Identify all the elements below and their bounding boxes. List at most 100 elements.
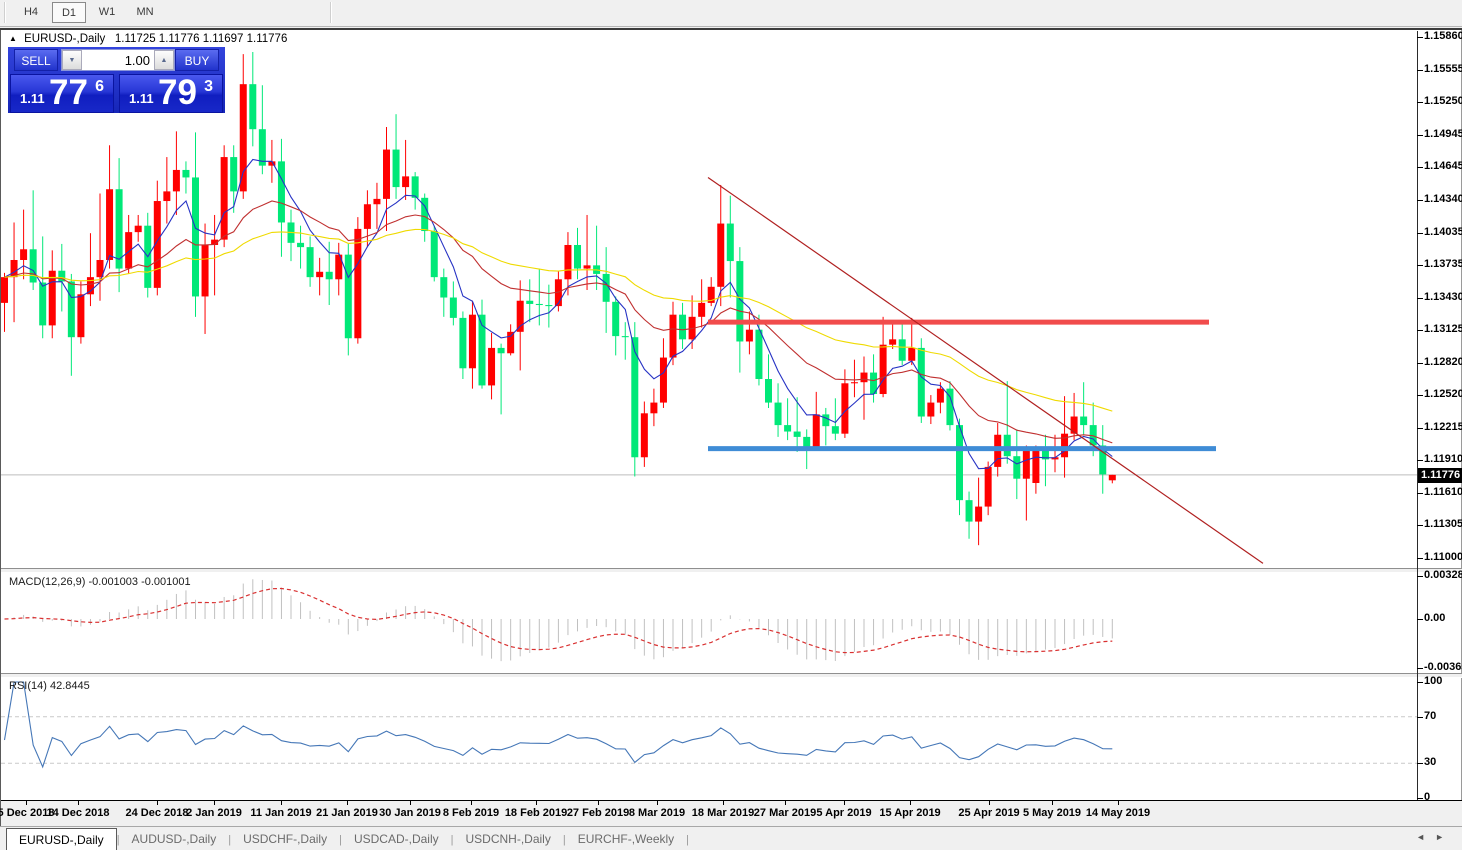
tab-separator: | xyxy=(450,833,454,846)
sell-price-pips: 77 xyxy=(49,73,88,112)
date-label: 18 Mar 2019 xyxy=(691,807,755,819)
macd-histogram xyxy=(13,579,1113,662)
macd-0.00-tick xyxy=(1417,619,1423,620)
price-1.15555-tick xyxy=(1417,70,1423,71)
collapse-panel-icon[interactable]: ▲ xyxy=(9,34,17,43)
date-tick xyxy=(844,801,845,805)
macd-0.00-label: 0.00 xyxy=(1424,612,1446,624)
date-tick xyxy=(281,801,282,805)
tab-scroll-left-icon[interactable]: ◄ xyxy=(1416,832,1436,842)
tab-separator: | xyxy=(339,833,342,846)
chart-tab-usdcad[interactable]: USDCAD-,Daily xyxy=(353,832,439,846)
price-1.14035-label: 1.14035 xyxy=(1424,226,1462,238)
macd-label: MACD(12,26,9) -0.001003 -0.001001 xyxy=(9,576,191,588)
toolbar-separator xyxy=(330,2,332,23)
price-1.15250-label: 1.15250 xyxy=(1424,95,1462,107)
date-label: 24 Dec 2018 xyxy=(125,807,189,819)
timeframe-button-d1[interactable]: D1 xyxy=(52,2,86,23)
price-1.11000-tick xyxy=(1417,558,1423,559)
rsi-0-tick xyxy=(1417,798,1423,799)
date-label: 8 Feb 2019 xyxy=(442,807,500,819)
date-label: 30 Jan 2019 xyxy=(379,807,441,819)
chart-tab-usdchf[interactable]: USDCHF-,Daily xyxy=(243,832,328,846)
descending-trendline[interactable] xyxy=(707,176,1264,564)
date-label: 14 Dec 2018 xyxy=(46,807,110,819)
macd--0.003659-tick xyxy=(1417,668,1423,669)
date-label: 5 Dec 2018 xyxy=(0,807,55,819)
rsi-70-tick xyxy=(1417,717,1423,718)
date-tick xyxy=(471,801,472,805)
buy-price-button[interactable]: 1.11 79 3 xyxy=(119,73,223,113)
timeframe-button-w1[interactable]: W1 xyxy=(98,6,116,18)
price-1.12820-label: 1.12820 xyxy=(1424,356,1462,368)
buy-button[interactable]: BUY xyxy=(175,49,219,71)
chart-tab-usdcnh[interactable]: USDCNH-,Daily xyxy=(465,832,551,846)
macd-0.003287-label: 0.003287 xyxy=(1424,569,1462,581)
rsi-70-label: 70 xyxy=(1424,710,1437,722)
tab-scroll-right-icon[interactable]: ► xyxy=(1435,832,1454,842)
tab-separator: | xyxy=(562,833,566,846)
price-1.11910-label: 1.11910 xyxy=(1424,453,1462,465)
chart-tab-eurusd[interactable]: EURUSD-,Daily xyxy=(6,828,117,850)
pane-separator[interactable] xyxy=(1,568,1462,573)
price-1.15860-tick xyxy=(1417,37,1423,38)
date-tick xyxy=(536,801,537,805)
price-1.14340-tick xyxy=(1417,200,1423,201)
volume-input[interactable] xyxy=(83,50,154,70)
date-tick xyxy=(26,801,27,805)
price-1.15860-label: 1.15860 xyxy=(1424,30,1462,42)
candles-group xyxy=(1,52,1116,546)
rsi-0-label: 0 xyxy=(1424,791,1431,803)
date-tick xyxy=(785,801,786,805)
price-1.13125-tick xyxy=(1417,330,1423,331)
sell-price-button[interactable]: 1.11 77 6 xyxy=(10,73,114,113)
price-1.14645-label: 1.14645 xyxy=(1424,160,1462,172)
timeframe-button-mn[interactable]: MN xyxy=(136,6,154,18)
price-1.13125-label: 1.13125 xyxy=(1424,323,1462,335)
macd-main-value: -0.001003 xyxy=(88,576,139,588)
date-tick xyxy=(657,801,658,805)
timeframe-button-h4[interactable]: H4 xyxy=(23,6,39,18)
tab-separator: | xyxy=(686,833,690,846)
tab-separator: | xyxy=(116,833,120,846)
price-1.15555-label: 1.15555 xyxy=(1424,63,1462,75)
sell-price-point: 6 xyxy=(95,78,104,95)
rsi-100-tick xyxy=(1417,682,1423,683)
price-1.13430-label: 1.13430 xyxy=(1424,291,1462,303)
rsi-label: RSI(14) 42.8445 xyxy=(9,680,90,692)
sell-button[interactable]: SELL xyxy=(14,49,58,71)
volume-increase-icon[interactable]: ▲ xyxy=(154,50,174,70)
chart-tab-eurchf[interactable]: EURCHF-,Weekly xyxy=(577,832,675,846)
chart-tab-bar: EURUSD-,Daily | AUDUSD-,Daily | USDCHF-,Dail… xyxy=(0,826,1462,850)
date-tick xyxy=(1118,801,1119,805)
price-1.13430-tick xyxy=(1417,298,1423,299)
chart-ohlc-values: 1.11725 1.11776 1.11697 1.11776 xyxy=(114,33,288,45)
current-price-tag: 1.11776 xyxy=(1418,468,1462,483)
chart-tab-audusd[interactable]: AUDUSD-,Daily xyxy=(131,832,217,846)
price-1.11610-tick xyxy=(1417,493,1423,494)
volume-decrease-icon[interactable]: ▼ xyxy=(62,50,82,70)
date-axis[interactable]: 5 Dec 2018 14 Dec 2018 24 Dec 2018 2 Jan 20… xyxy=(0,800,1462,826)
price-1.12520-label: 1.12520 xyxy=(1424,388,1462,400)
price-1.11910-tick xyxy=(1417,460,1423,461)
price-1.14645-tick xyxy=(1417,167,1423,168)
price-1.15250-tick xyxy=(1417,102,1423,103)
one-click-trading-panel: SELL ▼ ▲ BUY 1.11 77 6 1.11 79 3 xyxy=(8,47,225,113)
ma-45-line[interactable] xyxy=(4,228,1113,412)
rsi-30-tick xyxy=(1417,763,1423,764)
chart-window-top-border xyxy=(0,28,1462,30)
macd-0.003287-tick xyxy=(1417,576,1423,577)
ma-6-line[interactable] xyxy=(4,158,1113,470)
toolbar-separator xyxy=(4,2,6,23)
date-label: 18 Feb 2019 xyxy=(504,807,568,819)
date-label: 11 Jan 2019 xyxy=(250,807,312,819)
volume-spinner: ▼ ▲ xyxy=(61,49,175,71)
price-1.12820-tick xyxy=(1417,363,1423,364)
date-label: 5 Apr 2019 xyxy=(816,807,872,819)
macd--0.003659-label: -0.003659 xyxy=(1424,661,1462,673)
ma-20-line[interactable] xyxy=(4,200,1113,444)
date-tick xyxy=(910,801,911,805)
price-1.12215-tick xyxy=(1417,428,1423,429)
rsi-indicator-pane xyxy=(1,677,1417,800)
date-label: 27 Feb 2019 xyxy=(566,807,630,819)
